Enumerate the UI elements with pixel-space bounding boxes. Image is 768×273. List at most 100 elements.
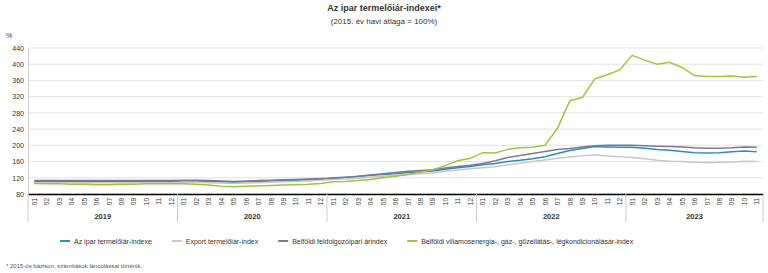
x-axis: 01 02 03 04 05 06 07 08 09 10 11 12 01 02 03 04 05 06 07 08…: [29, 194, 764, 205]
group-label: 2019: [94, 212, 111, 221]
x-tick-label: 06: [93, 198, 100, 206]
chart: Az ipar termelőiár-indexei*(2015. év hav…: [0, 0, 768, 273]
x-tick: 11: [604, 194, 611, 205]
x-tick: 05: [230, 194, 237, 205]
legend: Az ipar termelőiár-indexe Export termelői…: [60, 238, 634, 246]
x-tick-label: 03: [504, 198, 511, 206]
x-tick: 09: [728, 194, 735, 205]
grid-line: [28, 80, 763, 81]
x-tick: 03: [504, 194, 511, 205]
x-tick: 06: [243, 194, 250, 205]
series-lines: [34, 55, 757, 186]
x-tick-label: 01: [479, 198, 486, 206]
x-tick: 11: [155, 194, 162, 205]
x-tick-label: 12: [168, 198, 175, 206]
x-tick: 06: [93, 194, 100, 205]
grid-line: [28, 112, 763, 113]
x-tick-label: 07: [106, 198, 113, 206]
legend-swatch: [407, 240, 417, 242]
y-tick: 200: [12, 142, 28, 149]
x-tick: 01: [330, 194, 337, 205]
x-tick-label: 07: [255, 198, 262, 206]
group-label: 2023: [686, 212, 703, 221]
x-tick-label: 09: [280, 198, 287, 206]
series-line: [34, 155, 757, 184]
x-tick-label: 08: [118, 198, 125, 206]
x-tick-label: 12: [317, 198, 324, 206]
x-tick: 04: [517, 194, 524, 205]
x-tick: 10: [442, 194, 449, 205]
x-tick-label: 10: [442, 198, 449, 206]
x-tick-label: 09: [728, 198, 735, 206]
x-tick: 08: [118, 194, 125, 205]
x-tick-label: 05: [529, 198, 536, 206]
x-tick-label: 05: [679, 198, 686, 206]
group-separator: [326, 194, 327, 222]
y-axis-title: %: [6, 32, 12, 39]
x-tick: 03: [56, 194, 63, 205]
x-tick-label: 10: [292, 198, 299, 206]
legend-label: Az ipar termelőiár-indexe: [74, 238, 152, 246]
x-tick: 07: [405, 194, 412, 205]
x-tick-label: 04: [517, 198, 524, 206]
x-tick: 08: [566, 194, 573, 205]
legend-label: Export termelőiár-index: [186, 238, 259, 246]
x-tick-label: 03: [205, 198, 212, 206]
x-tick-label: 02: [342, 198, 349, 206]
x-tick-label: 11: [454, 198, 461, 205]
x-tick-label: 01: [180, 198, 187, 206]
y-tick: 280: [12, 110, 28, 117]
x-tick-label: 03: [355, 198, 362, 206]
x-tick-label: 02: [43, 198, 50, 206]
y-tick: 360: [12, 77, 28, 84]
grid-line: [28, 194, 763, 195]
x-tick: 07: [554, 194, 561, 205]
x-tick-label: 08: [566, 198, 573, 206]
x-tick: 07: [106, 194, 113, 205]
x-tick-label: 01: [31, 198, 38, 206]
x-tick-label: 02: [492, 198, 499, 206]
group-separator: [476, 194, 477, 222]
grid-line: [28, 64, 763, 65]
x-tick: 10: [741, 194, 748, 205]
x-tick-label: 06: [392, 198, 399, 206]
x-tick-label: 07: [554, 198, 561, 206]
legend-swatch: [172, 240, 182, 242]
y-axis: 80120160200240280320360400440: [12, 45, 28, 198]
x-tick: 08: [716, 194, 723, 205]
x-tick-label: 06: [691, 198, 698, 206]
group-separator: [28, 194, 29, 222]
x-tick: 01: [180, 194, 187, 205]
x-tick-label: 08: [417, 198, 424, 206]
legend-item: Belföldi villamosenergia-, gáz-, gőzellá…: [407, 238, 634, 246]
x-tick: 03: [654, 194, 661, 205]
legend-label: Belföldi feldolgozóipari árindex: [292, 238, 387, 246]
group-separator: [625, 194, 626, 222]
x-tick: 05: [81, 194, 88, 205]
x-tick-label: 10: [143, 198, 150, 206]
x-tick-label: 01: [330, 198, 337, 206]
x-tick: 01: [479, 194, 486, 205]
x-tick-label: 07: [405, 198, 412, 206]
x-tick: 10: [143, 194, 150, 205]
y-tick-label: 80: [16, 191, 24, 198]
x-tick-label: 04: [367, 198, 374, 206]
grid-line: [28, 129, 763, 130]
x-tick-label: 09: [130, 198, 137, 206]
y-axis-line: [28, 49, 29, 195]
x-tick-label: 05: [81, 198, 88, 206]
group-label: 2021: [393, 212, 410, 221]
x-tick-label: 04: [666, 198, 673, 206]
grid: [28, 48, 763, 194]
x-tick: 02: [492, 194, 499, 205]
x-tick: 03: [355, 194, 362, 205]
x-tick: 11: [305, 194, 312, 205]
y-tick: 440: [12, 45, 28, 52]
x-tick: 09: [280, 194, 287, 205]
x-tick: 05: [529, 194, 536, 205]
x-tick: 05: [679, 194, 686, 205]
legend-label: Belföldi villamosenergia-, gáz-, gőzellá…: [421, 238, 634, 246]
x-tick-label: 06: [243, 198, 250, 206]
x-tick: 08: [268, 194, 275, 205]
x-tick-label: 10: [591, 198, 598, 206]
